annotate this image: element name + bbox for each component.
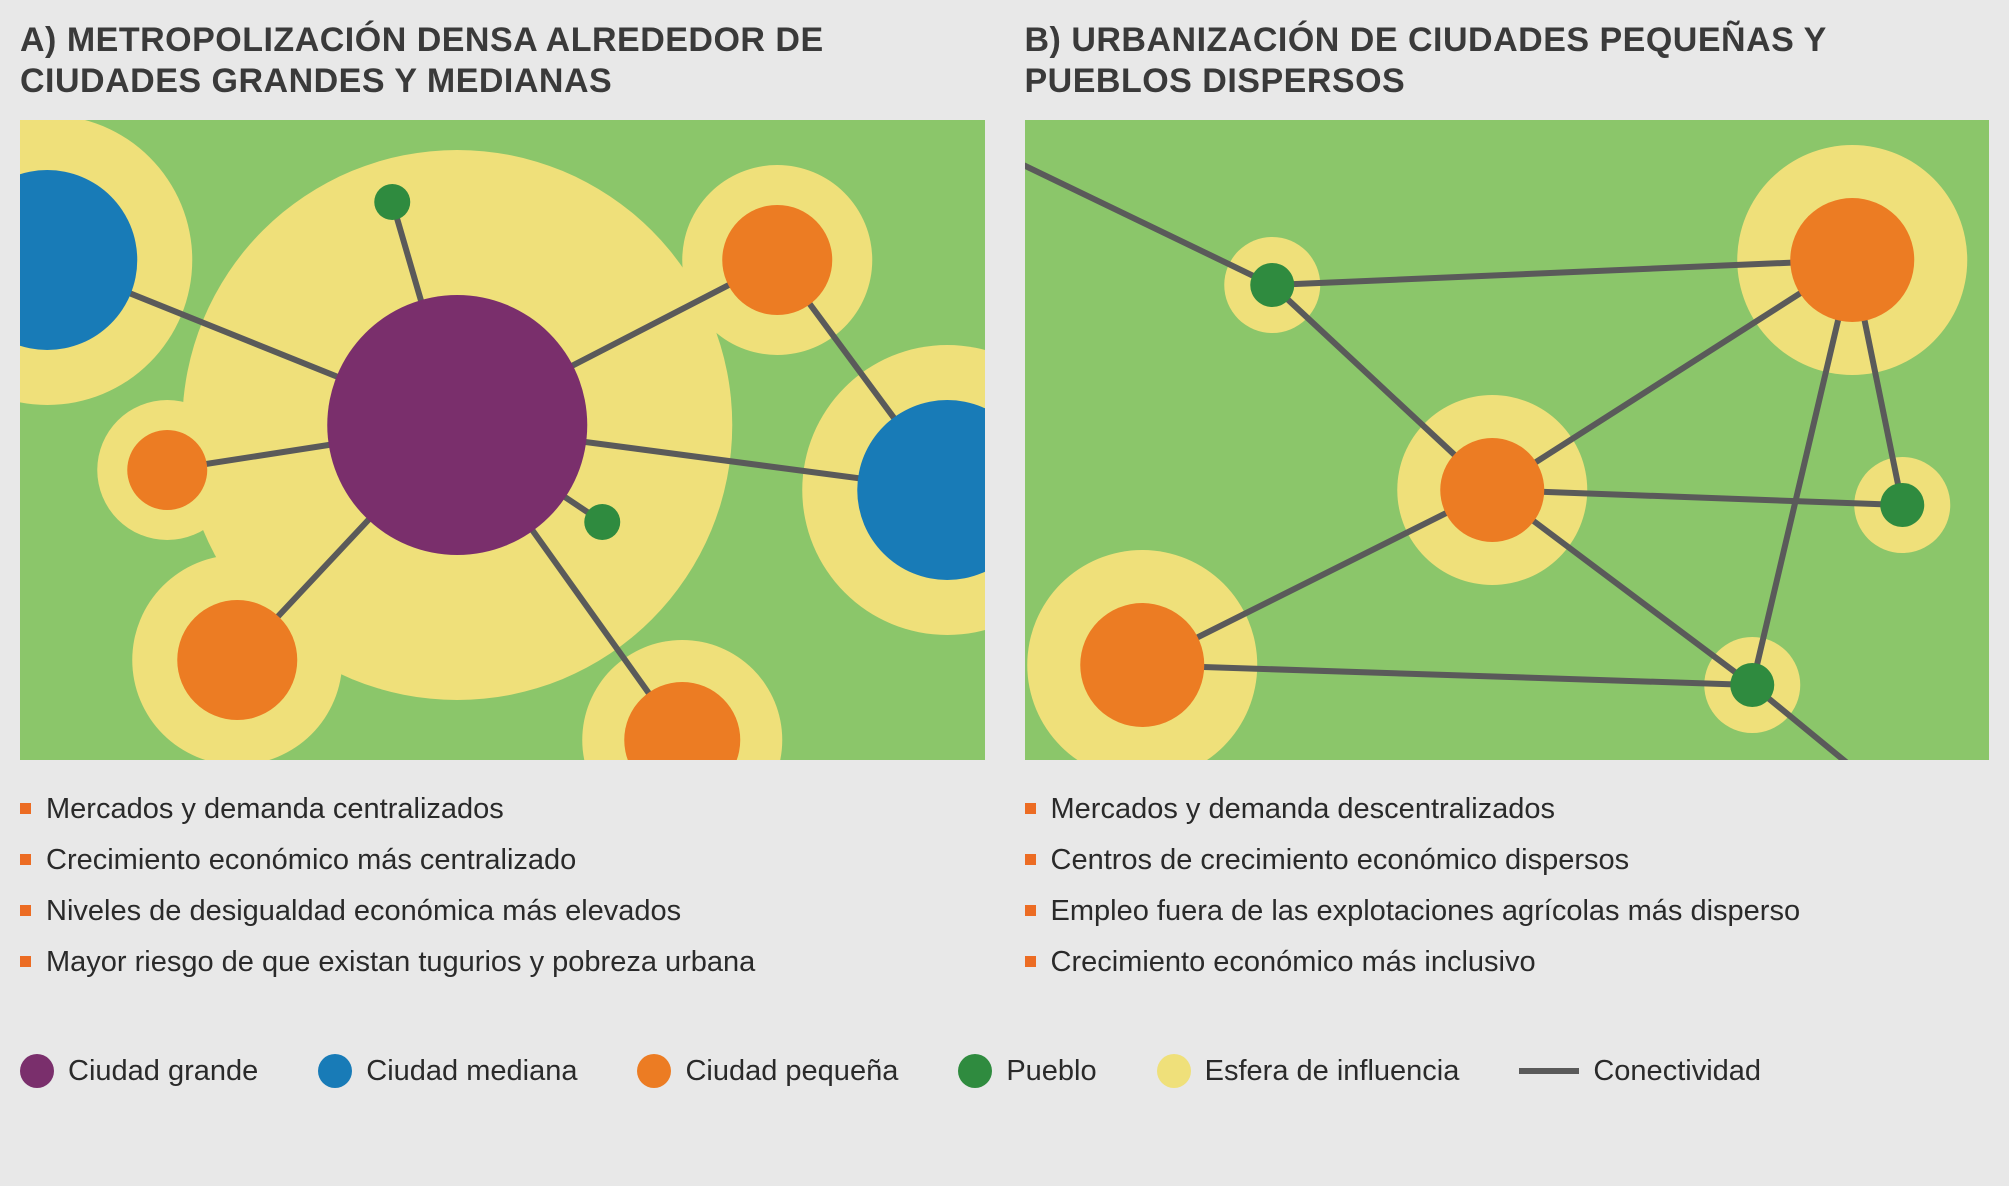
legend-label: Ciudad pequeña <box>685 1055 898 1088</box>
bullet-item: Mercados y demanda descentralizados <box>1025 790 1990 829</box>
diagram-a <box>20 120 985 760</box>
diagram-b <box>1025 120 1990 760</box>
bullet-item: Empleo fuera de las explotaciones agríco… <box>1025 892 1990 931</box>
node-small-city <box>1440 438 1544 542</box>
legend-label: Ciudad mediana <box>366 1055 577 1088</box>
node-village <box>1250 263 1294 307</box>
node-small-city <box>177 600 297 720</box>
legend: Ciudad grande Ciudad mediana Ciudad pequeñ… <box>20 1054 1989 1088</box>
panel-a: A) METROPOLIZACIÓN DENSA ALREDEDOR DE CI… <box>20 20 985 994</box>
node-small-city <box>127 430 207 510</box>
legend-label: Pueblo <box>1006 1055 1096 1088</box>
node-village <box>584 504 620 540</box>
legend-swatch <box>20 1054 54 1088</box>
panels-container: A) METROPOLIZACIÓN DENSA ALREDEDOR DE CI… <box>20 20 1989 994</box>
bullet-item: Crecimiento económico más centralizado <box>20 841 985 880</box>
legend-label: Ciudad grande <box>68 1055 258 1088</box>
legend-swatch <box>958 1054 992 1088</box>
bullet-item: Centros de crecimiento económico dispers… <box>1025 841 1990 880</box>
bullet-item: Mayor riesgo de que existan tugurios y p… <box>20 943 985 982</box>
bullet-item: Crecimiento económico más inclusivo <box>1025 943 1990 982</box>
panel-a-title: A) METROPOLIZACIÓN DENSA ALREDEDOR DE CI… <box>20 20 985 102</box>
node-village <box>374 184 410 220</box>
node-village <box>1730 663 1774 707</box>
panel-a-bullets: Mercados y demanda centralizados Crecimie… <box>20 790 985 983</box>
bullet-item: Mercados y demanda centralizados <box>20 790 985 829</box>
legend-swatch <box>1157 1054 1191 1088</box>
legend-item: Pueblo <box>958 1054 1096 1088</box>
legend-item: Ciudad mediana <box>318 1054 577 1088</box>
legend-item: Ciudad pequeña <box>637 1054 898 1088</box>
bullet-item: Niveles de desigualdad económica más ele… <box>20 892 985 931</box>
panel-b: B) URBANIZACIÓN DE CIUDADES PEQUEÑAS Y P… <box>1025 20 1990 994</box>
legend-label: Esfera de influencia <box>1205 1055 1460 1088</box>
node-small-city <box>1080 603 1204 727</box>
node-large-city <box>327 295 587 555</box>
panel-b-title: B) URBANIZACIÓN DE CIUDADES PEQUEÑAS Y P… <box>1025 20 1990 102</box>
legend-swatch <box>318 1054 352 1088</box>
panel-b-bullets: Mercados y demanda descentralizados Centr… <box>1025 790 1990 983</box>
legend-line <box>1519 1068 1579 1074</box>
legend-item: Ciudad grande <box>20 1054 258 1088</box>
node-village <box>1880 483 1924 527</box>
legend-swatch <box>637 1054 671 1088</box>
legend-item: Conectividad <box>1519 1055 1761 1088</box>
node-small-city <box>1790 198 1914 322</box>
legend-label: Conectividad <box>1593 1055 1761 1088</box>
node-small-city <box>722 205 832 315</box>
legend-item: Esfera de influencia <box>1157 1054 1460 1088</box>
